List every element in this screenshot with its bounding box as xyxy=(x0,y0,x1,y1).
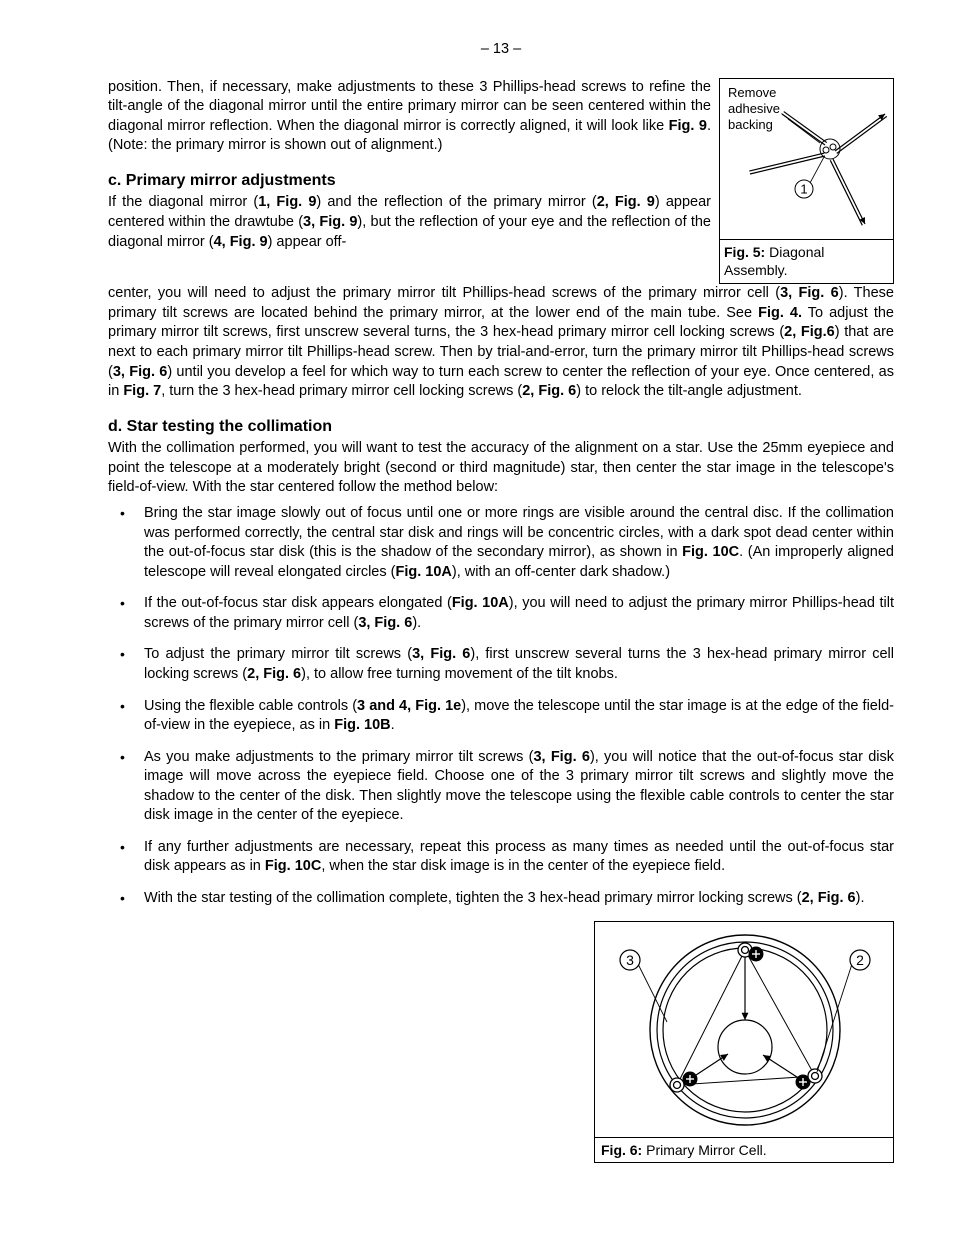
bullet-item: Using the flexible cable controls (3 and… xyxy=(108,697,894,736)
svg-text:3: 3 xyxy=(626,952,634,968)
figure-6-svg: 23 xyxy=(595,922,895,1137)
section-d-heading: d. Star testing the collimation xyxy=(108,416,894,438)
bullet-item: If any further adjustments are necessary… xyxy=(108,838,894,877)
figure-6-diagram: 23 xyxy=(595,922,893,1137)
section-d-bullets: Bring the star image slowly out of focus… xyxy=(108,504,894,909)
figure-5-diagram: Removeadhesivebacking 1 xyxy=(720,79,893,239)
figure-6: 23 Fig. 6: Primary Mirror Cell. xyxy=(594,921,894,1164)
section-c-heading: c. Primary mirror adjustments xyxy=(108,170,711,192)
page-number: – 13 – xyxy=(108,40,894,60)
bullet-item: To adjust the primary mirror tilt screws… xyxy=(108,645,894,684)
bullet-item: With the star testing of the collimation… xyxy=(108,889,894,909)
bullet-item: Bring the star image slowly out of focus… xyxy=(108,504,894,582)
svg-text:2: 2 xyxy=(856,952,864,968)
svg-text:1: 1 xyxy=(800,181,807,196)
section-c-paragraph-side: If the diagonal mirror (1, Fig. 9) and t… xyxy=(108,193,711,252)
figure-5-label: Removeadhesivebacking xyxy=(728,85,780,134)
intro-paragraph: position. Then, if necessary, make adjus… xyxy=(108,78,711,156)
section-c-paragraph-flow: center, you will need to adjust the prim… xyxy=(108,284,894,401)
figure-5: Removeadhesivebacking 1 Fig. 5: Diagonal… xyxy=(719,78,894,285)
top-section: position. Then, if necessary, make adjus… xyxy=(108,78,894,285)
top-text-column: position. Then, if necessary, make adjus… xyxy=(108,78,711,285)
section-d-intro: With the collimation performed, you will… xyxy=(108,439,894,498)
bullet-item: If the out-of-focus star disk appears el… xyxy=(108,594,894,633)
figure-6-caption: Fig. 6: Primary Mirror Cell. xyxy=(595,1137,893,1163)
figure-5-caption: Fig. 5: Diagonal Assembly. xyxy=(720,239,893,284)
bullet-item: As you make adjustments to the primary m… xyxy=(108,748,894,826)
